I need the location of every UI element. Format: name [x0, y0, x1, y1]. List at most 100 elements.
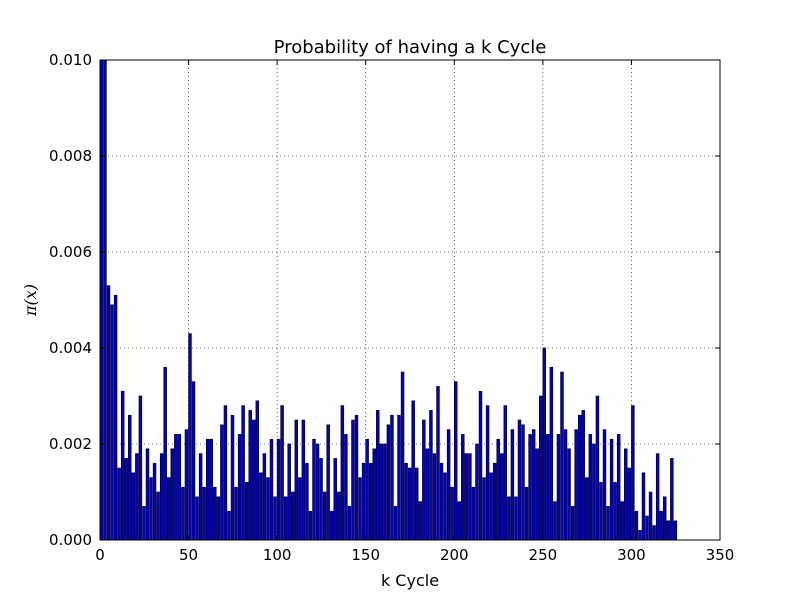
bar [535, 448, 539, 540]
bar [659, 510, 663, 540]
bar [291, 491, 295, 540]
bar [503, 405, 508, 540]
x-tick-label: 250 [529, 546, 558, 564]
bar [609, 438, 614, 540]
bar [563, 429, 568, 540]
bar [347, 506, 352, 540]
bar [241, 405, 245, 540]
bar [344, 434, 348, 540]
x-axis-label: k Cycle [381, 571, 439, 590]
bar [230, 414, 235, 540]
bar [113, 294, 118, 540]
y-tick-label: 0.006 [49, 243, 92, 261]
bar [393, 506, 398, 540]
bar [631, 405, 635, 540]
bar [195, 496, 199, 540]
bar [209, 438, 213, 540]
bar [556, 434, 561, 540]
bar [305, 462, 309, 540]
bar [411, 400, 415, 540]
bar [599, 482, 603, 540]
x-tick-label: 300 [617, 546, 646, 564]
bar [205, 438, 210, 540]
bar [496, 438, 500, 540]
bar [418, 501, 422, 540]
bar [322, 491, 327, 540]
bar [152, 462, 157, 540]
bar [145, 448, 150, 540]
bar [159, 453, 164, 540]
bar [560, 371, 564, 540]
bar [326, 424, 330, 540]
bar [283, 496, 288, 540]
y-tick-label: 0.010 [49, 51, 92, 69]
bar [574, 429, 578, 540]
bar [666, 520, 670, 540]
x-tick-label: 100 [263, 546, 292, 564]
bar [634, 510, 639, 540]
bar [429, 410, 433, 540]
bar [670, 458, 674, 540]
bar [315, 443, 320, 540]
bar [135, 453, 139, 540]
bar [142, 506, 146, 540]
bar [128, 414, 132, 540]
bar [404, 462, 408, 540]
bar [120, 390, 125, 540]
bar [280, 405, 284, 540]
plot-frame [99, 59, 721, 541]
bar [117, 467, 121, 540]
bar [237, 434, 242, 540]
bar [602, 429, 607, 540]
bar [376, 410, 380, 540]
y-tick-label: 0.008 [49, 147, 92, 165]
bar [595, 395, 600, 540]
bar [461, 434, 465, 540]
bar [531, 429, 536, 540]
bar [521, 424, 525, 540]
bar [351, 419, 355, 540]
bar [248, 410, 252, 540]
bar [365, 438, 369, 540]
y-tick-label: 0.000 [49, 531, 92, 549]
bar [489, 472, 493, 540]
bar [372, 448, 376, 540]
bar [638, 530, 642, 540]
bar [446, 429, 451, 540]
bar [439, 462, 444, 540]
bar [407, 467, 412, 540]
x-tick-label: 50 [179, 546, 198, 564]
bar [213, 486, 217, 540]
bar [138, 395, 143, 540]
bar [425, 448, 430, 540]
bar [485, 405, 490, 540]
bar [361, 462, 366, 540]
bar [100, 60, 104, 540]
bar [337, 491, 341, 540]
bar [358, 477, 362, 540]
y-tick-label: 0.004 [49, 339, 92, 357]
bar [471, 486, 476, 540]
bar [577, 414, 582, 540]
bar [167, 477, 171, 540]
bar [514, 496, 518, 540]
bar [652, 525, 656, 540]
bar [500, 453, 504, 540]
bar [103, 60, 107, 540]
bar [216, 496, 221, 540]
bar [528, 434, 532, 540]
bar [457, 501, 461, 540]
bar [308, 510, 313, 540]
bar [110, 304, 114, 540]
bar [244, 482, 249, 540]
y-tick-label: 0.002 [49, 435, 92, 453]
bar [287, 443, 291, 540]
bar [191, 381, 196, 540]
bar [131, 472, 136, 540]
bar [227, 510, 231, 540]
bar [606, 506, 610, 540]
x-tick-label: 200 [440, 546, 469, 564]
bar [507, 496, 511, 540]
bar [468, 453, 472, 540]
bar [588, 434, 593, 540]
